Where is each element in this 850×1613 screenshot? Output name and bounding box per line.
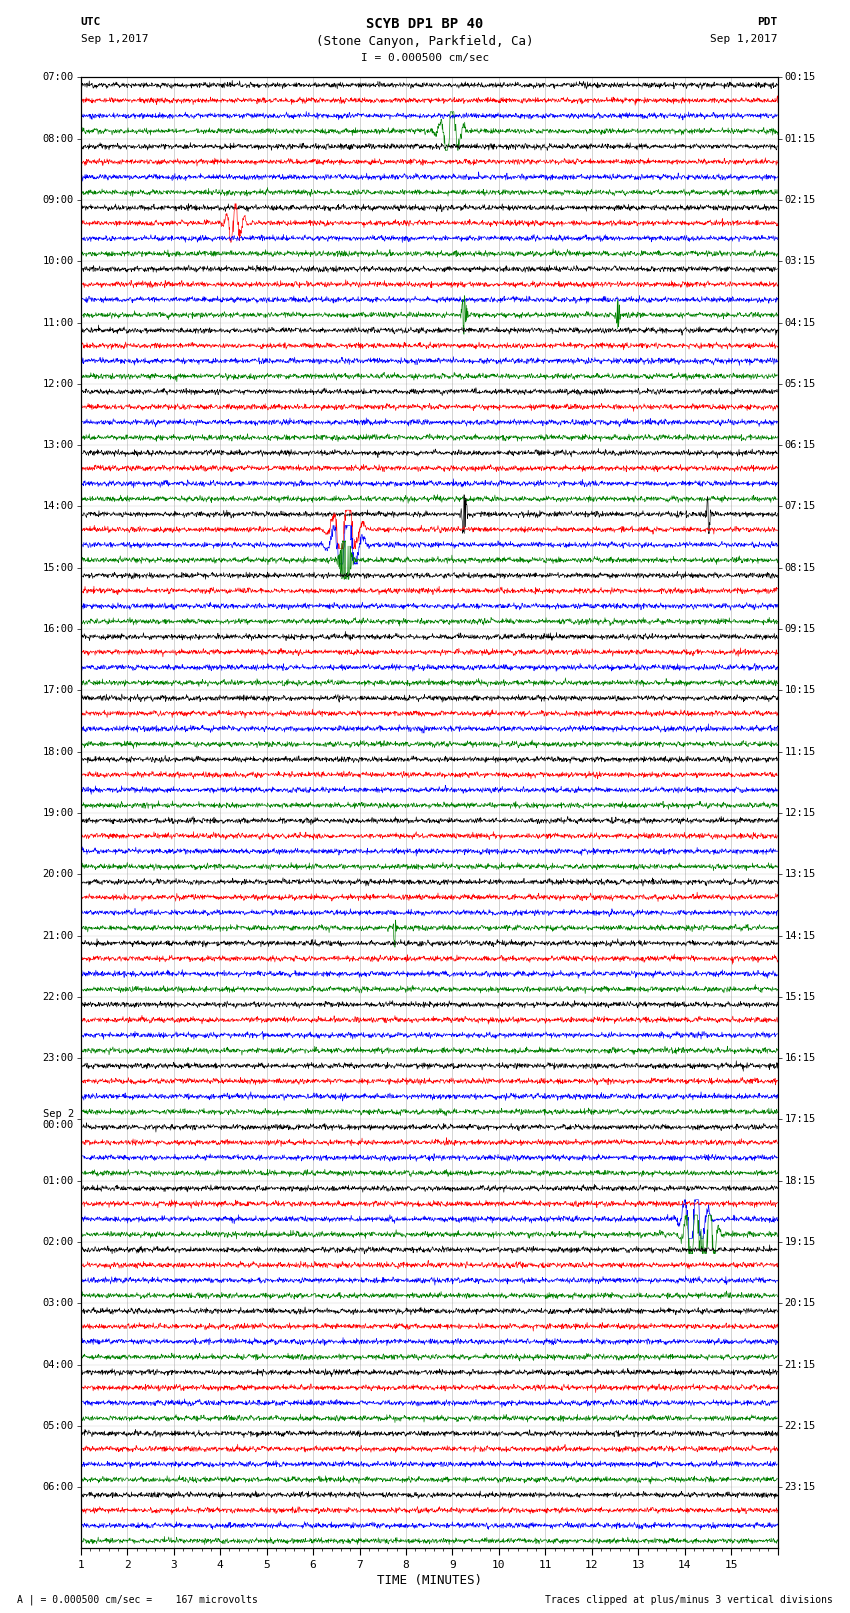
Text: PDT: PDT [757,18,778,27]
Text: SCYB DP1 BP 40: SCYB DP1 BP 40 [366,16,484,31]
Text: Sep 1,2017: Sep 1,2017 [81,34,148,44]
Text: Traces clipped at plus/minus 3 vertical divisions: Traces clipped at plus/minus 3 vertical … [545,1595,833,1605]
Text: (Stone Canyon, Parkfield, Ca): (Stone Canyon, Parkfield, Ca) [316,35,534,48]
Text: UTC: UTC [81,18,101,27]
X-axis label: TIME (MINUTES): TIME (MINUTES) [377,1574,482,1587]
Text: A | = 0.000500 cm/sec =    167 microvolts: A | = 0.000500 cm/sec = 167 microvolts [17,1594,258,1605]
Text: I = 0.000500 cm/sec: I = 0.000500 cm/sec [361,53,489,63]
Text: Sep 1,2017: Sep 1,2017 [711,34,778,44]
